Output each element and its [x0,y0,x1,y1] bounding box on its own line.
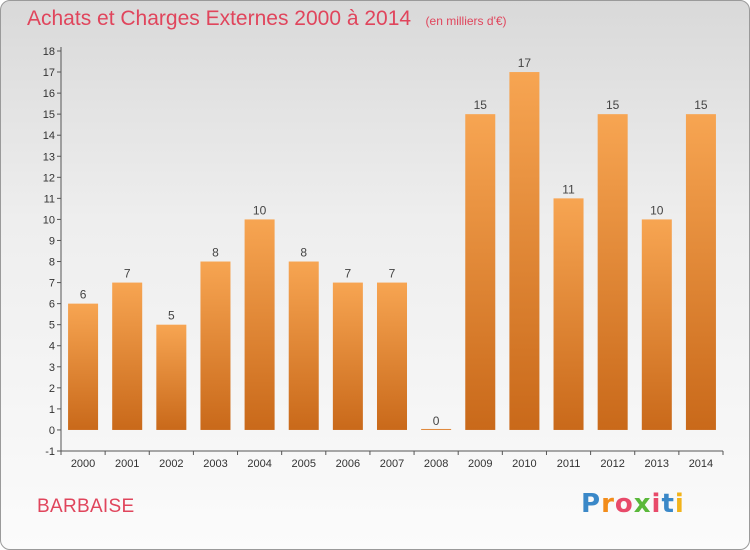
y-tick-label: 14 [43,130,55,142]
data-label: 6 [80,288,87,302]
y-tick-label: 1 [49,404,55,416]
data-label: 8 [300,246,307,260]
x-tick-label: 2010 [512,458,536,470]
y-tick-label: 0 [49,425,55,437]
logo-letter: P [581,489,602,519]
x-tick-label: 2005 [291,458,315,470]
y-tick-label: 18 [43,46,55,58]
x-tick-label: 2000 [71,458,95,470]
bar-2007 [376,282,408,430]
y-tick-label: 2 [49,383,55,395]
x-tick-label: 2007 [380,458,404,470]
y-tick-label: 12 [43,172,55,184]
title-row: Achats et Charges Externes 2000 à 2014 (… [27,7,507,31]
proxiti-logo: Proxiti [581,489,685,519]
x-tick-label: 2013 [645,458,669,470]
bar-2011 [553,198,584,430]
place-name: BARBAISE [37,496,135,517]
y-tick-label: 17 [43,67,55,79]
x-tick-label: 2014 [689,458,713,470]
x-tick-label: 2004 [247,458,271,470]
y-tick-label: 6 [49,299,55,311]
y-tick-label: 10 [43,214,55,226]
x-tick-label: 2008 [424,458,448,470]
bar-2014 [685,114,716,430]
data-label: 10 [650,203,664,217]
x-tick-label: 2011 [557,458,581,470]
y-tick-label: 13 [43,151,55,163]
bar-2013 [641,219,672,430]
logo-letter: o [614,489,634,519]
data-label: 8 [212,246,219,260]
x-tick-label: 2009 [468,458,492,470]
data-label: 7 [389,267,396,281]
bar-2005 [288,261,319,430]
data-label: 10 [253,203,267,217]
x-tick-label: 2012 [600,458,624,470]
bar-2006 [332,282,363,430]
x-tick-label: 2002 [159,458,183,470]
data-label: 11 [562,182,575,196]
logo-letter: t [661,489,675,519]
bar-2010 [509,72,540,430]
logo-letter: i [674,489,685,519]
bar-2002 [156,324,187,430]
data-label: 15 [694,98,708,112]
data-label: 0 [433,414,440,428]
bar-2000 [68,303,99,430]
data-label: 7 [345,267,352,281]
bar-2001 [112,282,143,430]
y-tick-label: 9 [49,235,55,247]
bar-2012 [597,114,628,430]
bar-2008 [421,428,452,430]
data-label: 7 [124,267,131,281]
y-tick-label: 3 [49,362,55,374]
chart-title: Achats et Charges Externes 2000 à 2014 [27,7,412,30]
bar-2004 [244,219,275,430]
bar-2009 [465,114,496,430]
logo-letter: x [633,489,652,519]
x-tick-label: 2003 [203,458,227,470]
data-label: 5 [168,309,175,323]
x-tick-label: 2001 [115,458,139,470]
y-tick-label: 7 [49,278,55,290]
y-tick-label: 5 [49,320,55,332]
y-tick-label: -1 [45,446,55,458]
y-tick-label: 4 [49,341,55,353]
logo-letter: r [601,489,615,519]
y-tick-label: 11 [44,193,55,205]
logo-letter: i [651,489,662,519]
bar-2003 [200,261,231,430]
y-tick-label: 16 [43,88,55,100]
y-tick-label: 8 [49,257,55,269]
x-tick-label: 2006 [336,458,360,470]
y-tick-label: 15 [43,109,55,121]
chart-subtitle: (en milliers d'€) [425,14,507,28]
data-label: 15 [474,98,488,112]
data-label: 15 [606,98,620,112]
data-label: 17 [518,56,532,70]
